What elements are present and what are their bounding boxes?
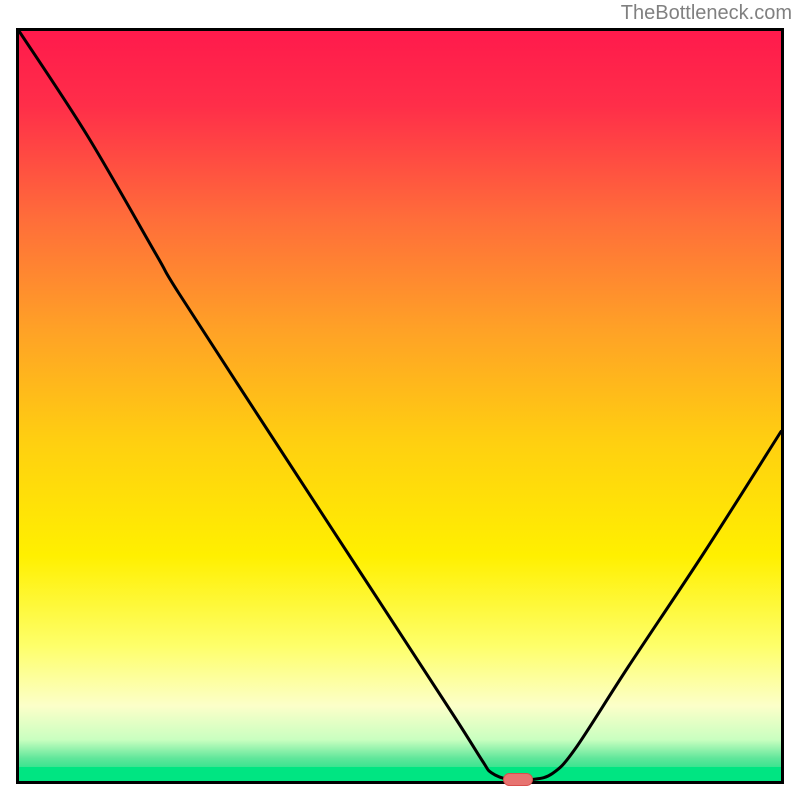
bottleneck-chart [16, 28, 784, 784]
bottleneck-curve [19, 31, 781, 781]
attribution-text: TheBottleneck.com [621, 2, 792, 25]
bottleneck-marker [503, 773, 533, 786]
